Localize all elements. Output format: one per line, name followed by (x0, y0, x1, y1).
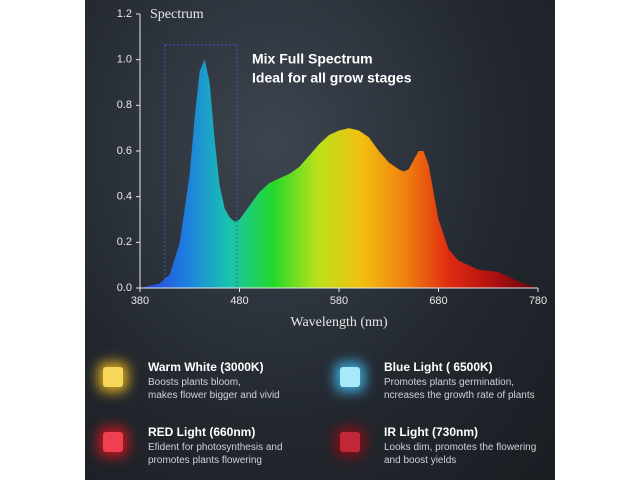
feature-title: IR Light (730nm) (384, 425, 479, 439)
y-tick-label: 0.2 (117, 236, 132, 248)
feature-title: Warm White (3000K) (148, 360, 264, 374)
x-tick-label: 480 (230, 295, 248, 307)
y-tick-label: 1.0 (117, 54, 132, 66)
chart: Spectrum Mix Full Spectrum Ideal for all… (117, 7, 547, 330)
x-tick-label: 780 (529, 295, 547, 307)
y-tick-label: 1.2 (117, 8, 132, 20)
feature-text: Looks dim, promotes the flowering (384, 442, 537, 453)
feature-text: makes flower bigger and vivid (148, 390, 280, 401)
feature-text: promotes plants flowering (148, 455, 262, 466)
feature-title: Blue Light ( 6500K) (384, 360, 493, 374)
x-tick-label: 580 (330, 295, 348, 307)
feature-text: and boost yields (384, 455, 457, 466)
ir-icon (340, 432, 360, 452)
chart-title: Spectrum (150, 7, 204, 22)
feature-title: RED Light (660nm) (148, 425, 256, 439)
annotation: Mix Full Spectrum (252, 51, 373, 67)
feature-text: Efident for photosynthesis and (148, 442, 283, 453)
feature-text: Boosts plants bloom, (148, 377, 241, 388)
y-tick-label: 0.6 (117, 145, 132, 157)
x-tick-label: 680 (429, 295, 447, 307)
highlight-box (164, 44, 238, 289)
feature-text: Promotes plants germination, (384, 377, 515, 388)
annotation: Ideal for all grow stages (252, 70, 412, 86)
y-tick-label: 0.0 (117, 282, 132, 294)
blue-icon (340, 367, 360, 387)
x-axis-label: Wavelength (nm) (290, 315, 388, 330)
y-tick-label: 0.8 (117, 99, 132, 111)
y-tick-label: 0.4 (117, 191, 132, 203)
warm-icon (103, 367, 123, 387)
x-tick-label: 380 (131, 295, 149, 307)
red-icon (103, 432, 123, 452)
feature-text: ncreases the growth rate of plants (384, 390, 535, 401)
spectrum-area (140, 59, 538, 288)
